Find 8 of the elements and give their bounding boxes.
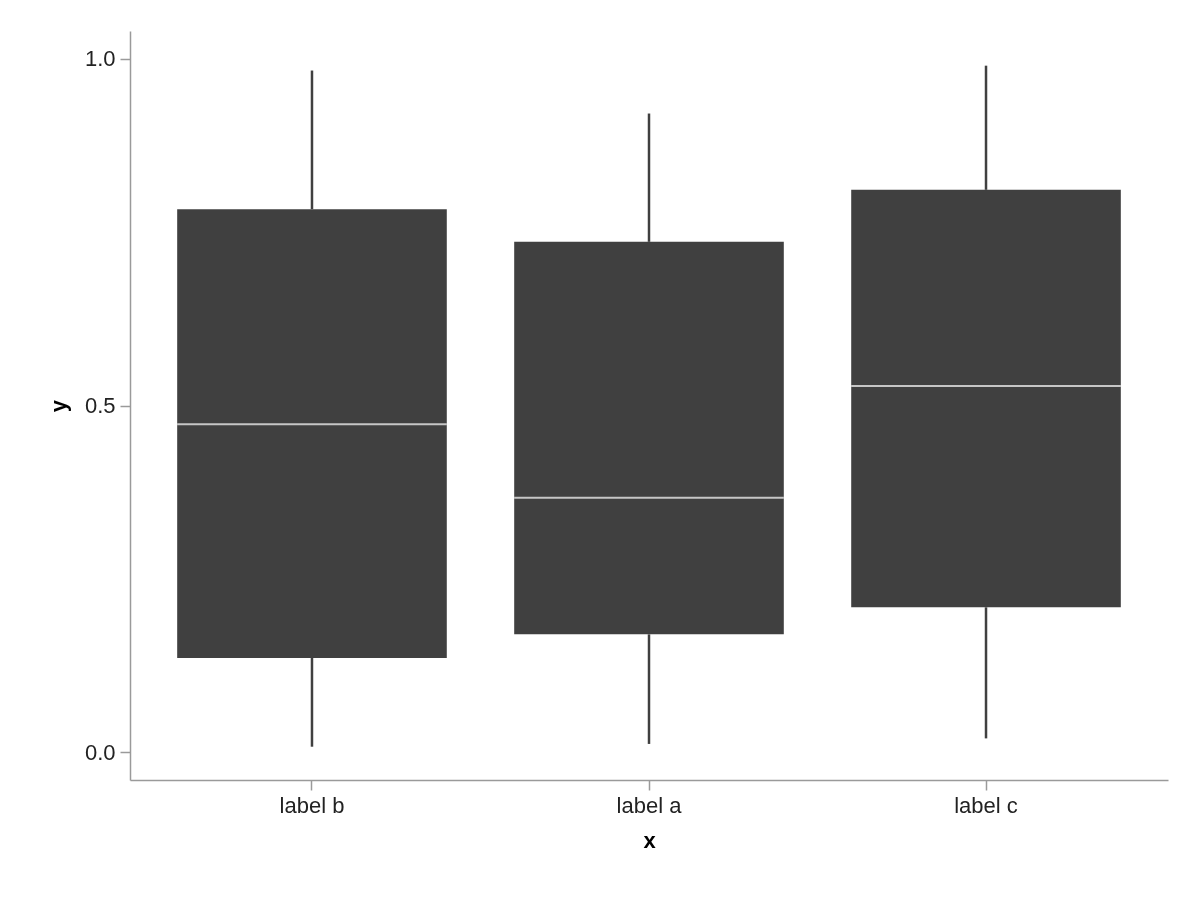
x-axis-title: x [643, 827, 657, 853]
y-tick-label: 1.0 [84, 46, 116, 72]
x-tick-label: label c [954, 792, 1018, 818]
x-tick-label: label b [279, 792, 345, 818]
y-tick-label: 0.0 [84, 739, 116, 765]
y-tick-label: 0.5 [84, 393, 116, 418]
x-tick-label: label a [616, 792, 683, 818]
y-axis-title: y [45, 399, 71, 413]
